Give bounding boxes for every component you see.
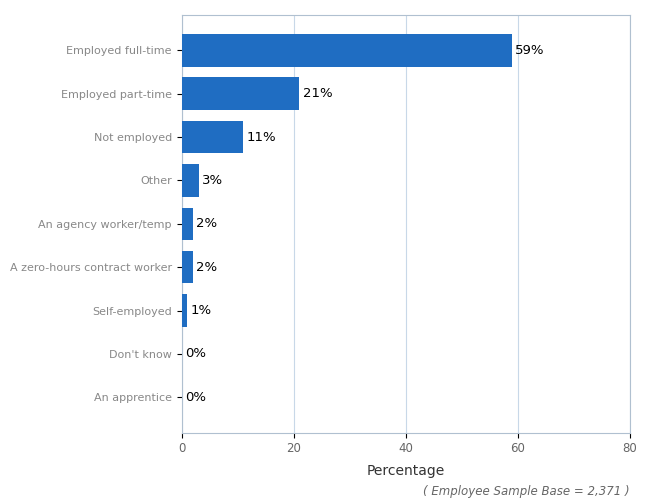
Bar: [182, 121, 243, 153]
Text: 0%: 0%: [185, 391, 206, 404]
Text: 2%: 2%: [196, 217, 217, 230]
Bar: [182, 164, 199, 197]
Bar: [182, 77, 299, 110]
Text: 11%: 11%: [247, 131, 276, 143]
Text: 3%: 3%: [202, 174, 223, 187]
Text: 21%: 21%: [302, 87, 332, 100]
Text: 2%: 2%: [196, 261, 217, 274]
Bar: [182, 34, 512, 66]
Bar: [182, 251, 193, 284]
X-axis label: Percentage: Percentage: [367, 464, 445, 478]
Bar: [182, 208, 193, 240]
Text: 59%: 59%: [515, 44, 545, 57]
Bar: [182, 294, 188, 327]
Text: 0%: 0%: [185, 348, 206, 361]
Text: 1%: 1%: [191, 304, 212, 317]
Text: ( Employee Sample Base = 2,371 ): ( Employee Sample Base = 2,371 ): [423, 485, 630, 498]
